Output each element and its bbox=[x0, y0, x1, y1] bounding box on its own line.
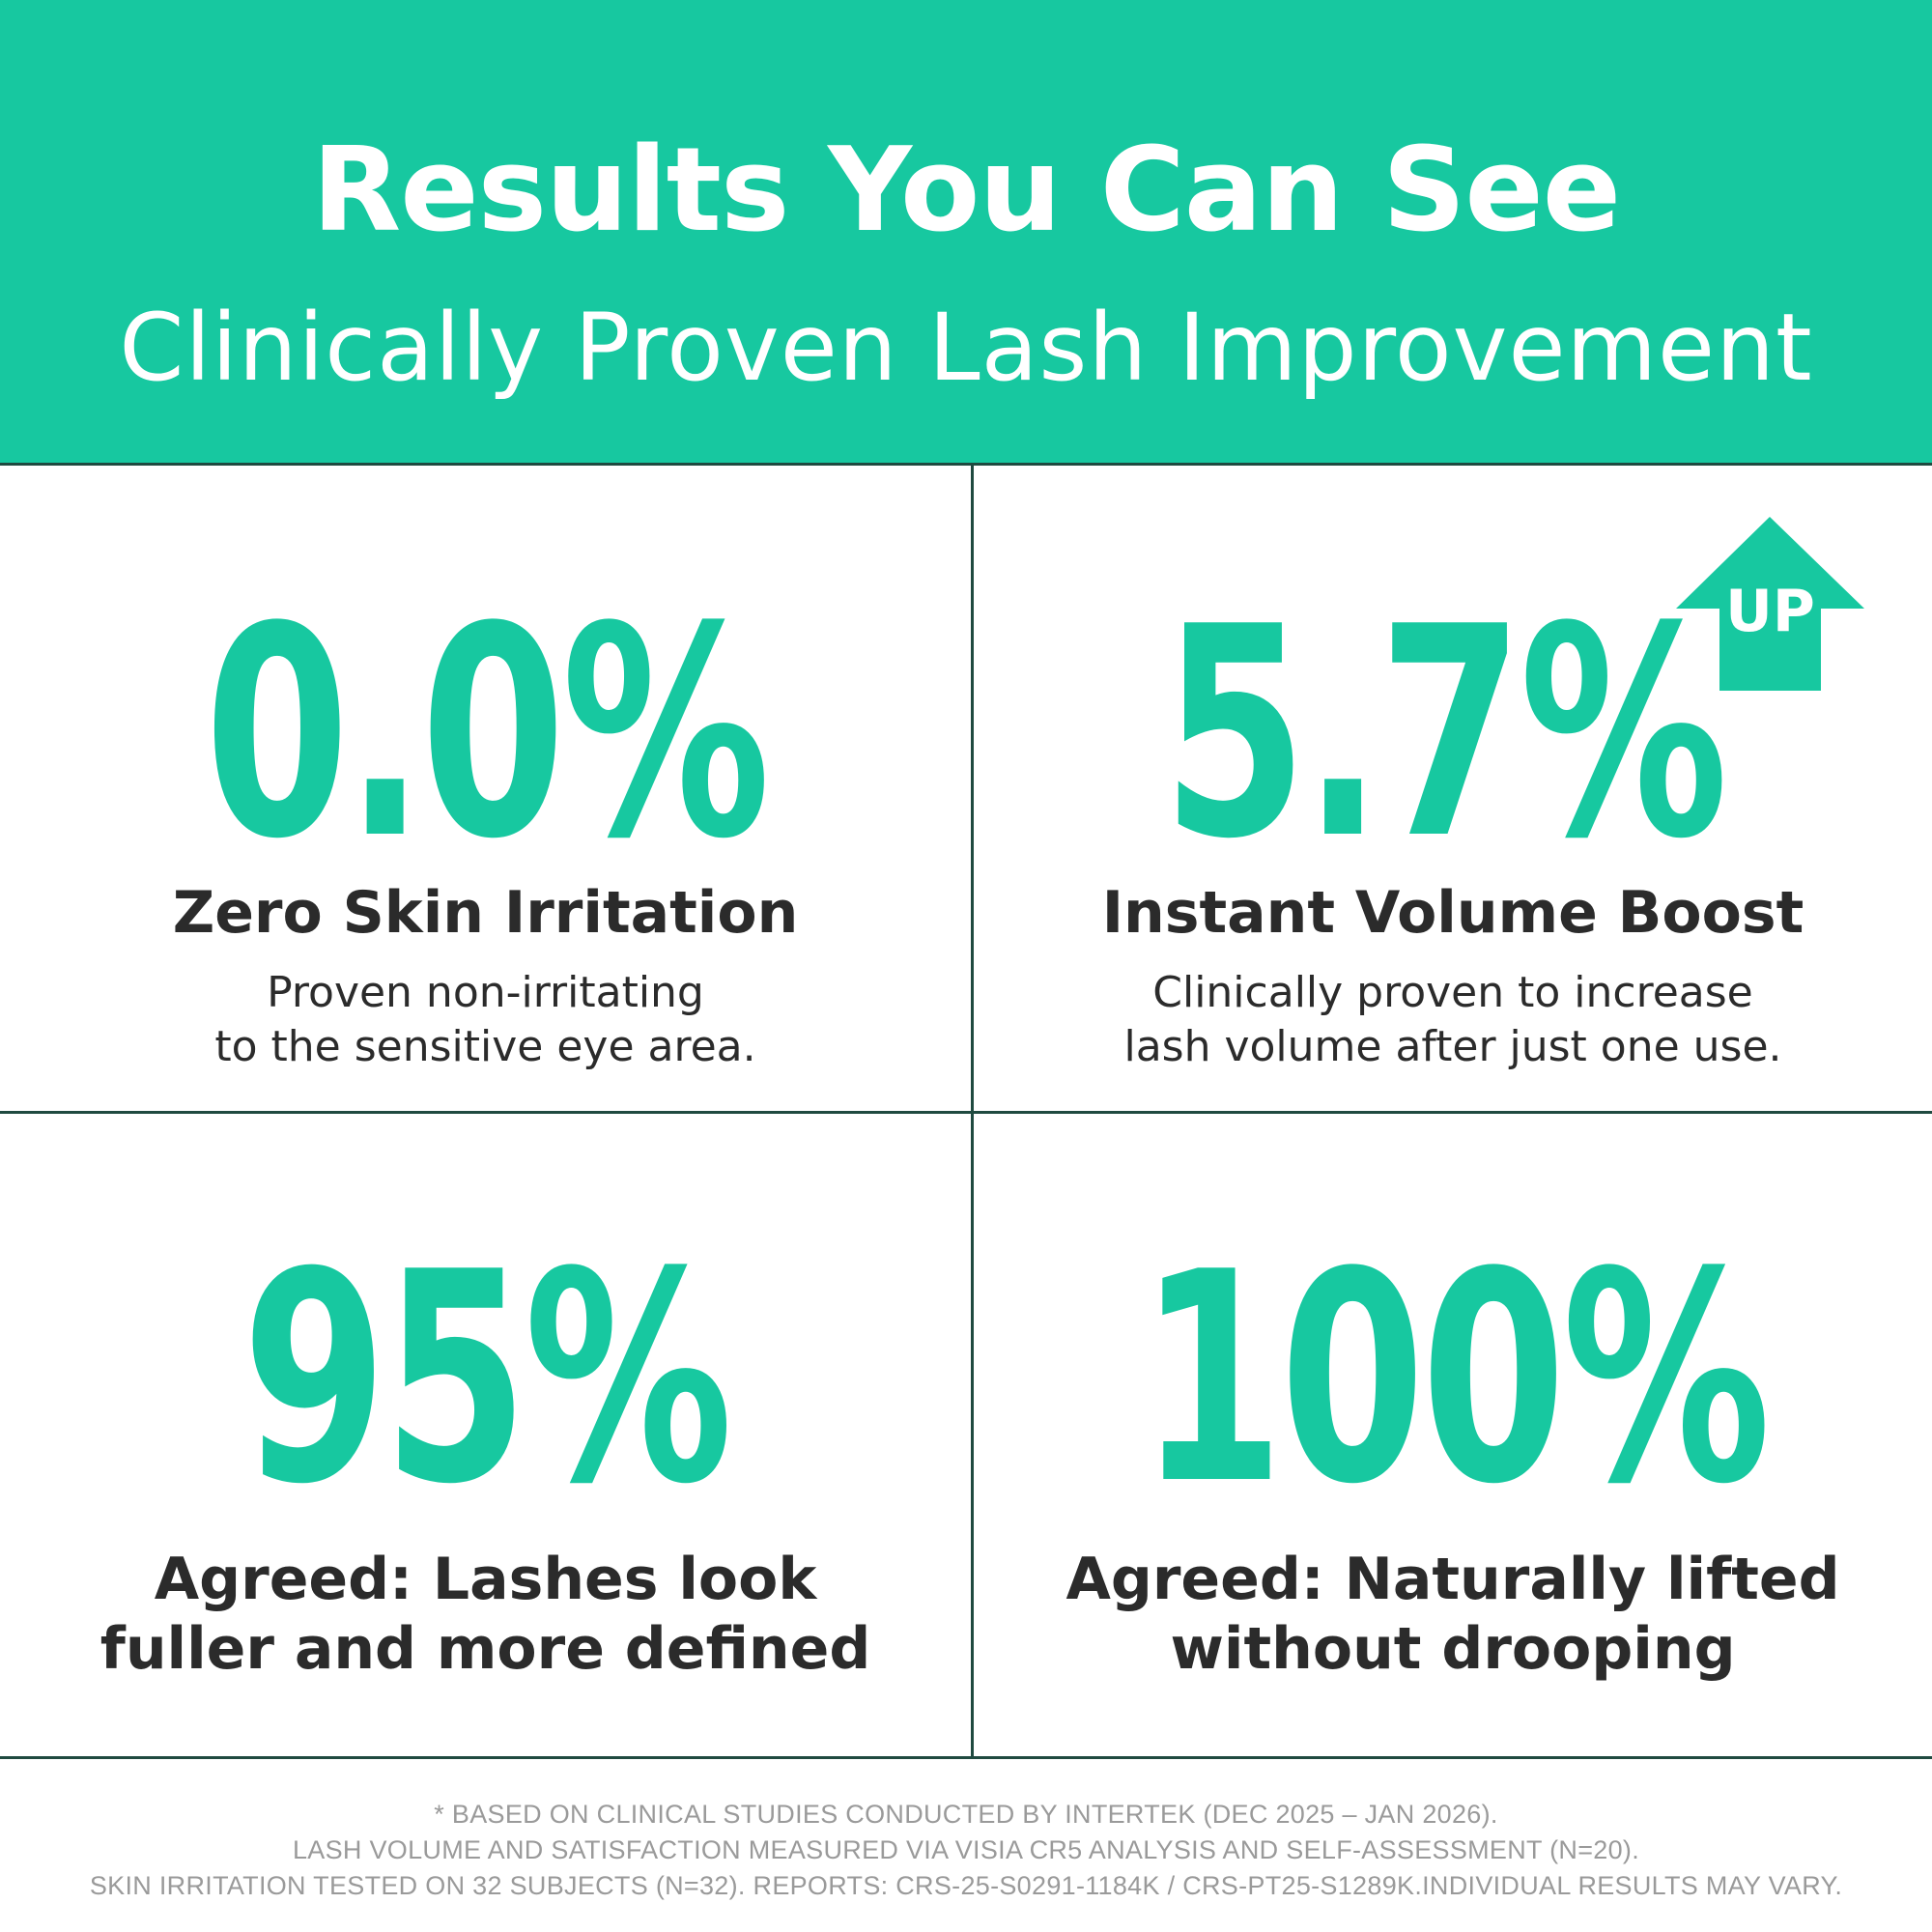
stat-description-line: Proven non-irritating bbox=[267, 968, 704, 1017]
footer-disclaimer-line: SKIN IRRITATION TESTED ON 32 SUBJECTS (N… bbox=[89, 1871, 1843, 1900]
stat-value: 100% bbox=[1138, 1210, 1771, 1548]
stat-label: Instant Volume Boost bbox=[1101, 879, 1804, 947]
stat-label: Zero Skin Irritation bbox=[172, 879, 799, 947]
page-subtitle: Clinically Proven Lash Improvement bbox=[119, 294, 1813, 402]
stat-label-line: without drooping bbox=[1170, 1615, 1736, 1683]
up-badge-label: UP bbox=[1725, 578, 1815, 645]
stat-cell-fuller-lashes: 95% Agreed: Lashes look fuller and more … bbox=[0, 1114, 971, 1756]
stat-value: 5.7% bbox=[1162, 565, 1728, 902]
stat-label-line: Agreed: Naturally lifted bbox=[1065, 1546, 1840, 1613]
footer-disclaimer-line: * BASED ON CLINICAL STUDIES CONDUCTED BY… bbox=[434, 1800, 1498, 1829]
up-arrow-icon bbox=[1676, 517, 1864, 691]
stat-description-line: lash volume after just one use. bbox=[1123, 1022, 1782, 1071]
stat-description-line: to the sensitive eye area. bbox=[214, 1022, 756, 1071]
stat-cell-volume-boost: 5.7% Instant Volume Boost Clinically pro… bbox=[974, 469, 1932, 1111]
footer-disclaimer-line: LASH VOLUME AND SATISFACTION MEASURED VI… bbox=[292, 1835, 1640, 1864]
stat-value: 0.0% bbox=[204, 565, 771, 902]
stat-cell-skin-irritation: 0.0% Zero Skin Irritation Proven non-irr… bbox=[0, 469, 971, 1111]
stat-label-line: fuller and more defined bbox=[99, 1615, 871, 1683]
grid-bottom-divider bbox=[0, 1756, 1932, 1759]
page-title: Results You Can See bbox=[311, 124, 1621, 258]
stat-description-line: Clinically proven to increase bbox=[1152, 968, 1753, 1017]
header-banner: Results You Can See Clinically Proven La… bbox=[0, 0, 1932, 466]
stat-label-line: Agreed: Lashes look bbox=[154, 1546, 817, 1613]
stat-cell-lifted-lashes: 100% Agreed: Naturally lifted without dr… bbox=[974, 1114, 1932, 1756]
grid-horizontal-divider bbox=[0, 1111, 1932, 1114]
stat-value: 95% bbox=[242, 1210, 732, 1548]
